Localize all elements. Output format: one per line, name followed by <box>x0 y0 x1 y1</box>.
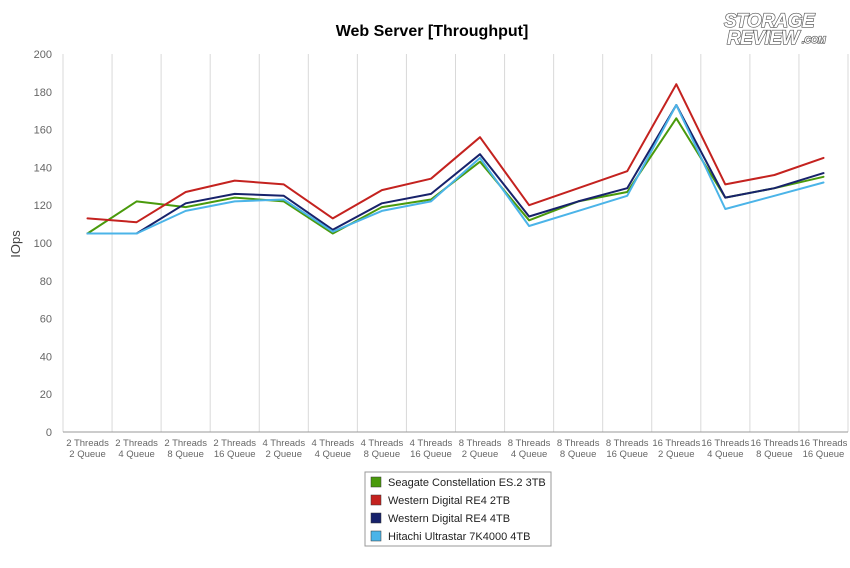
legend: Seagate Constellation ES.2 3TB Western Di… <box>364 471 552 547</box>
y-tick-label: 120 <box>34 200 52 212</box>
x-tick-label: 8 Threads 4 Queue <box>508 438 551 460</box>
series-line-2 <box>86 83 825 224</box>
x-tick-label: 4 Threads 2 Queue <box>262 438 305 460</box>
legend-swatch <box>370 530 382 542</box>
y-tick-label: 40 <box>40 351 52 363</box>
x-tick-label: 16 Threads 4 Queue <box>701 438 749 460</box>
x-tick-label: 2 Threads 2 Queue <box>66 438 109 460</box>
x-tick-label: 2 Threads 8 Queue <box>164 438 207 460</box>
y-tick-label: 140 <box>34 162 52 174</box>
y-tick-label: 100 <box>34 238 52 250</box>
x-axis: 2 Threads 2 Queue 2 Threads 4 Queue 2 Thread… <box>66 438 847 460</box>
y-tick-label: 80 <box>40 276 52 288</box>
y-tick-label: 160 <box>34 125 52 137</box>
series-lines <box>86 83 825 235</box>
y-tick-label: 60 <box>40 314 52 326</box>
x-tick-label: 2 Threads 16 Queue <box>213 438 256 460</box>
y-tick-label: 180 <box>34 87 52 99</box>
legend-label: Seagate Constellation ES.2 3TB <box>388 477 546 489</box>
y-axis-title: IOps <box>8 230 23 258</box>
legend-label: Western Digital RE4 4TB <box>388 513 510 525</box>
logo-suffix: .COM <box>802 35 826 45</box>
legend-label: Hitachi Ultrastar 7K4000 4TB <box>388 531 530 543</box>
x-tick-label: 4 Threads 4 Queue <box>312 438 355 460</box>
legend-box <box>364 471 552 547</box>
legend-swatch <box>370 476 382 488</box>
x-tick-label: 4 Threads 16 Queue <box>410 438 453 460</box>
x-tick-label: 8 Threads 8 Queue <box>557 438 600 460</box>
y-tick-label: 20 <box>40 389 52 401</box>
x-tick-label: 4 Threads 8 Queue <box>361 438 404 460</box>
logo-line-1: STORAGE <box>724 11 816 32</box>
legend-swatch <box>370 494 382 506</box>
y-tick-label: 0 <box>46 427 52 439</box>
y-tick-label: 200 <box>34 49 52 61</box>
x-tick-label: 16 Threads 8 Queue <box>750 438 798 460</box>
storagereview-logo: STORAGE REVIEW .COM <box>723 10 826 49</box>
grid <box>62 54 849 433</box>
x-tick-label: 16 Threads 16 Queue <box>800 438 848 460</box>
legend-label: Western Digital RE4 2TB <box>388 495 510 507</box>
x-tick-label: 2 Threads 4 Queue <box>115 438 158 460</box>
series-line-4 <box>86 104 825 235</box>
x-tick-label: 16 Threads 2 Queue <box>652 438 700 460</box>
legend-swatch <box>370 512 382 524</box>
logo-line-2: REVIEW <box>727 28 802 49</box>
y-axis: 0 20 40 60 80 100 120 140 160 180 200 <box>34 49 52 439</box>
chart-title: Web Server [Throughput] <box>336 23 529 40</box>
x-tick-label: 8 Threads 16 Queue <box>606 438 649 460</box>
series-line-3 <box>86 104 825 235</box>
x-tick-label: 8 Threads 2 Queue <box>459 438 502 460</box>
